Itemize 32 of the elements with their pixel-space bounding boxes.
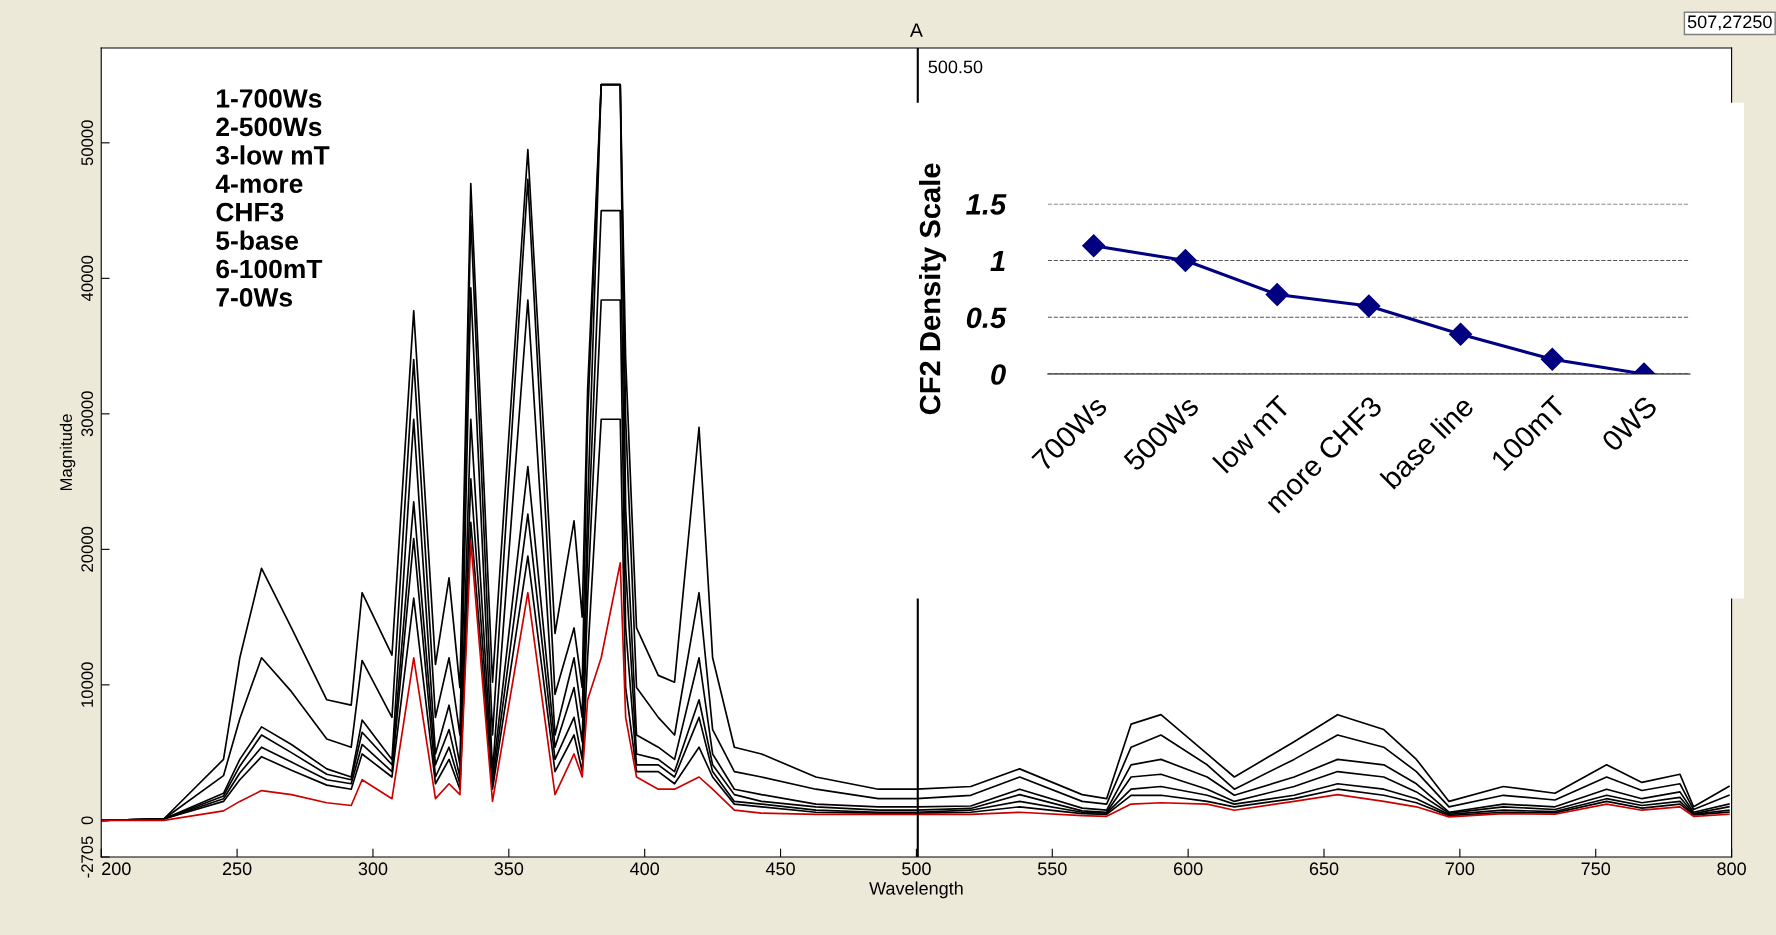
y-axis-title: CF2 Density Scale [919,163,947,415]
y-tick-label: 1.5 [966,194,1007,215]
x-tick-label: 750 [1581,862,1611,876]
y-tick-label: -2705 [81,836,94,878]
y-tick-label: 1 [990,251,1005,272]
y-tick-label: 0.5 [966,307,1007,329]
x-tick-label: low mT [1212,393,1292,474]
x-tick-label: 200 [102,862,131,876]
x-tick-label: 800 [1717,862,1746,876]
x-tick-label: 650 [1309,862,1339,876]
y-tick-label: 50000 [81,120,94,166]
y-tick-label: 0 [991,364,1006,385]
y-tick-label: 10000 [81,662,94,707]
x-tick-label: 400 [630,862,660,876]
x-tick-label: 500 [902,862,931,876]
x-tick-label: 550 [1037,862,1067,876]
x-tick-label: 250 [222,862,252,876]
text: 507,27250 [1687,15,1772,31]
ref-line-label: 500.50 [928,60,983,74]
x-tick-label: 600 [1174,862,1203,876]
y-tick-label: 40000 [81,255,94,302]
x-tick-label: 300 [358,862,388,876]
chart-title: A [909,23,923,37]
x-tick-label: 700 [1445,862,1475,876]
y-tick-label: 30000 [81,391,94,437]
x-tick-label: 350 [494,862,524,876]
annotation: 1-700Ws 2-500Ws 3-low mT 4-more CHF3 5-base 6-100mT 7-0Ws [215,89,330,307]
x-tick-label: 450 [765,862,795,876]
y-tick-label: 20000 [81,526,94,572]
y-tick-label: 0 [81,816,94,825]
x-axis-title: Wavelength [869,881,963,899]
y-axis-title: Magnitude [59,414,76,491]
